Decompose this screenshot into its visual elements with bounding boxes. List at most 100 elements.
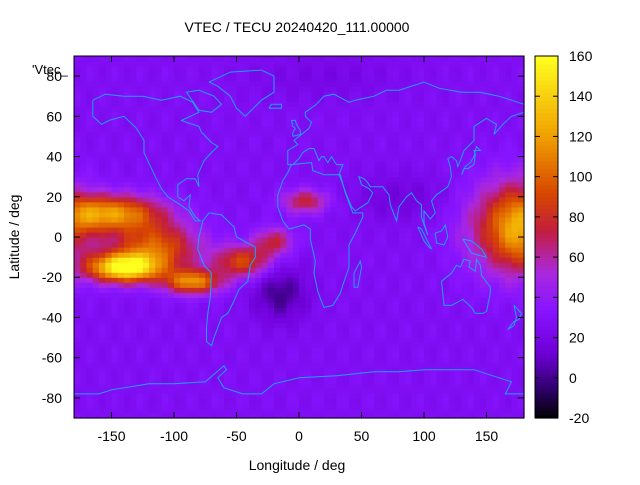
heatmap-cell xyxy=(317,191,325,198)
heatmap-cell xyxy=(386,397,394,404)
heatmap-cell xyxy=(474,136,481,143)
heatmap-cell xyxy=(436,96,444,102)
heatmap-cell xyxy=(436,211,444,218)
heatmap-cell xyxy=(305,357,313,364)
heatmap-cell xyxy=(367,136,375,143)
heatmap-cell xyxy=(274,392,281,399)
heatmap-cell xyxy=(274,412,281,419)
heatmap-cell xyxy=(224,352,231,359)
heatmap-cell xyxy=(311,357,319,364)
heatmap-cell xyxy=(386,186,394,193)
heatmap-cell xyxy=(242,191,250,198)
heatmap-cell xyxy=(111,101,119,107)
heatmap-cell xyxy=(311,186,319,193)
heatmap-cell xyxy=(517,186,525,193)
heatmap-cell xyxy=(130,81,138,87)
heatmap-cell xyxy=(480,86,488,92)
heatmap-cell xyxy=(292,216,300,223)
heatmap-cell xyxy=(261,186,269,193)
heatmap-cell xyxy=(236,121,244,127)
heatmap-cell xyxy=(249,302,256,308)
heatmap-cell xyxy=(117,362,125,369)
heatmap-cell xyxy=(474,156,481,163)
heatmap-cell xyxy=(74,206,81,213)
heatmap-cell xyxy=(249,231,256,238)
heatmap-cell xyxy=(180,407,188,414)
heatmap-cell xyxy=(505,252,513,258)
heatmap-cell xyxy=(99,237,106,243)
heatmap-cell xyxy=(411,231,419,238)
heatmap-cell xyxy=(467,211,475,218)
heatmap-cell xyxy=(424,96,431,102)
heatmap-cell xyxy=(299,176,306,183)
heatmap-cell xyxy=(305,231,313,238)
heatmap-cell xyxy=(142,176,150,183)
heatmap-cell xyxy=(230,101,238,107)
heatmap-cell xyxy=(399,292,406,298)
heatmap-cell xyxy=(424,292,431,298)
heatmap-cell xyxy=(186,96,194,102)
heatmap-cell xyxy=(317,216,325,223)
heatmap-cell xyxy=(74,91,81,97)
heatmap-cell xyxy=(461,242,469,248)
heatmap-cell xyxy=(505,201,513,208)
heatmap-cell xyxy=(411,242,419,248)
heatmap-cell xyxy=(167,196,175,203)
heatmap-cell xyxy=(274,216,281,223)
heatmap-cell xyxy=(117,86,125,92)
heatmap-cell xyxy=(467,277,475,283)
heatmap-cell xyxy=(299,367,306,374)
heatmap-cell xyxy=(180,392,188,399)
heatmap-cell xyxy=(136,161,144,168)
heatmap-cell xyxy=(449,231,456,238)
heatmap-cell xyxy=(311,226,319,233)
heatmap-cell xyxy=(430,337,438,344)
heatmap-cell xyxy=(92,317,100,324)
heatmap-cell xyxy=(274,352,281,359)
heatmap-cell xyxy=(167,201,175,208)
heatmap-cell xyxy=(86,71,94,77)
heatmap-cell xyxy=(324,292,331,298)
heatmap-cell xyxy=(192,322,200,329)
heatmap-cell xyxy=(86,176,94,183)
heatmap-cell xyxy=(186,282,194,288)
heatmap-cell xyxy=(474,216,481,223)
heatmap-cell xyxy=(217,407,225,414)
heatmap-cell xyxy=(142,106,150,112)
heatmap-cell xyxy=(280,166,288,173)
heatmap-cell xyxy=(74,121,81,127)
heatmap-cell xyxy=(217,402,225,409)
heatmap-cell xyxy=(267,171,275,178)
heatmap-cell xyxy=(124,171,131,178)
heatmap-cell xyxy=(411,352,419,359)
heatmap-cell xyxy=(474,86,481,92)
heatmap-cell xyxy=(86,397,94,404)
heatmap-cell xyxy=(149,237,156,243)
heatmap-cell xyxy=(242,181,250,188)
heatmap-cell xyxy=(111,226,119,233)
heatmap-cell xyxy=(392,221,400,228)
heatmap-cell xyxy=(255,352,263,359)
heatmap-cell xyxy=(236,317,244,324)
heatmap-cell xyxy=(336,146,344,153)
heatmap-cell xyxy=(499,196,506,203)
heatmap-cell xyxy=(392,231,400,238)
heatmap-cell xyxy=(492,247,500,253)
heatmap-cell xyxy=(130,106,138,112)
heatmap-cell xyxy=(249,131,256,138)
heatmap-cell xyxy=(505,342,513,349)
heatmap-cell xyxy=(124,402,131,409)
heatmap-cell xyxy=(342,81,350,87)
heatmap-cell xyxy=(174,347,181,354)
heatmap-cell xyxy=(517,272,525,278)
heatmap-cell xyxy=(461,392,469,399)
heatmap-cell xyxy=(242,357,250,364)
heatmap-cell xyxy=(199,282,206,288)
heatmap-cell xyxy=(499,277,506,283)
heatmap-cell xyxy=(136,237,144,243)
heatmap-cell xyxy=(349,171,356,178)
heatmap-cell xyxy=(249,76,256,82)
heatmap-cell xyxy=(111,287,119,293)
heatmap-cell xyxy=(299,292,306,298)
heatmap-cell xyxy=(424,362,431,369)
